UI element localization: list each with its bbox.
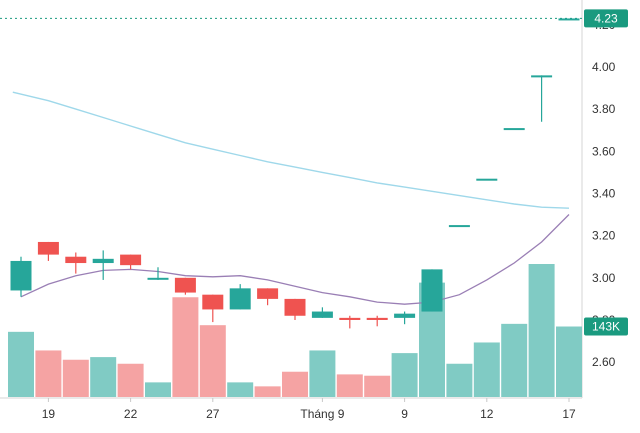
candle	[421, 269, 443, 312]
candle	[339, 315, 361, 329]
candle	[174, 277, 196, 295]
candle	[476, 178, 498, 181]
candle-body	[257, 288, 279, 299]
candle	[65, 252, 87, 274]
candle	[503, 128, 525, 131]
candle	[120, 254, 142, 270]
candle-body	[120, 254, 142, 266]
volume-bar	[172, 297, 199, 397]
y-tick-label: 4.00	[592, 60, 616, 74]
candle	[229, 284, 251, 310]
volume-bar	[446, 363, 473, 397]
volume-bar	[145, 382, 171, 397]
volume-bar	[309, 350, 336, 397]
candle-body	[311, 311, 333, 318]
y-tick-label: 3.00	[592, 271, 616, 285]
candle	[10, 256, 32, 297]
candle	[311, 307, 333, 318]
x-tick-label: 22	[124, 407, 138, 421]
y-tick-label: 3.80	[592, 102, 616, 116]
candle	[202, 294, 224, 323]
x-axis-tick-labels: 19 22 27 Tháng 9 9 12 17	[42, 398, 576, 421]
volume-bar	[364, 375, 391, 397]
volume-bar	[90, 357, 117, 397]
ma-long-line	[12, 91, 570, 209]
y-tick-label: 3.20	[592, 229, 616, 243]
volume-tag: 143K	[584, 317, 628, 336]
volume-bar	[473, 342, 500, 397]
y-axis-tick-labels: 2.602.803.003.203.403.603.804.004.20	[592, 18, 616, 369]
candle-body	[10, 260, 32, 291]
x-tick-label: Tháng 9	[300, 407, 344, 421]
candle	[92, 250, 114, 280]
candle-body	[202, 294, 224, 310]
volume-bar	[199, 325, 226, 397]
candle-body	[147, 277, 169, 280]
candle	[531, 75, 553, 122]
ma-short-line	[20, 214, 570, 305]
candle-body	[476, 178, 498, 181]
volume-tag-label: 143K	[592, 320, 620, 334]
moving-average-lines	[12, 91, 570, 305]
candle	[147, 267, 169, 280]
candle	[37, 241, 59, 261]
last-price-tag: 4.23	[584, 9, 628, 28]
volume-bar	[254, 386, 281, 397]
candle-body	[339, 317, 361, 320]
volume-bar	[117, 363, 144, 397]
candle	[284, 298, 306, 320]
candle-body	[421, 269, 443, 312]
candle-body	[65, 256, 87, 264]
candle	[257, 288, 279, 306]
candle-body	[229, 288, 251, 310]
candle-body	[558, 18, 580, 21]
candle	[394, 311, 416, 325]
volume-bar	[8, 331, 34, 397]
candle-body	[503, 128, 525, 131]
x-tick-label: 27	[206, 407, 220, 421]
candle	[558, 18, 580, 21]
candle-body	[92, 258, 114, 264]
y-tick-label: 3.40	[592, 186, 616, 200]
candle-body	[366, 317, 388, 320]
volume-bar	[391, 353, 418, 397]
y-tick-label: 2.60	[592, 355, 616, 369]
x-tick-label: 12	[480, 407, 494, 421]
volume-bars	[8, 264, 582, 397]
volume-bar	[336, 374, 363, 397]
candle	[448, 225, 470, 228]
last-price-tag-bg	[584, 9, 628, 28]
volume-bar	[62, 359, 89, 397]
candle-body	[531, 75, 553, 78]
volume-bar	[528, 264, 555, 397]
volume-bar	[501, 323, 528, 397]
volume-bar	[556, 326, 582, 397]
x-tick-label: 19	[42, 407, 56, 421]
volume-tag-bg	[584, 317, 628, 336]
volume-bar	[227, 382, 254, 397]
volume-bar	[282, 371, 308, 397]
last-price-tag-label: 4.23	[594, 11, 618, 25]
candle-body	[284, 298, 306, 316]
candle-body	[174, 277, 196, 293]
volume-bar	[35, 350, 62, 397]
axes-layer	[0, 0, 583, 399]
candle-body	[37, 241, 59, 255]
y-tick-label: 3.60	[592, 144, 616, 158]
candle-body	[448, 225, 470, 228]
price-tags: 4.23 143K	[584, 9, 628, 336]
candle-body	[394, 313, 416, 318]
candles	[10, 18, 580, 329]
candle	[366, 315, 388, 327]
x-tick-label: 9	[401, 407, 408, 421]
x-tick-label: 17	[562, 407, 576, 421]
